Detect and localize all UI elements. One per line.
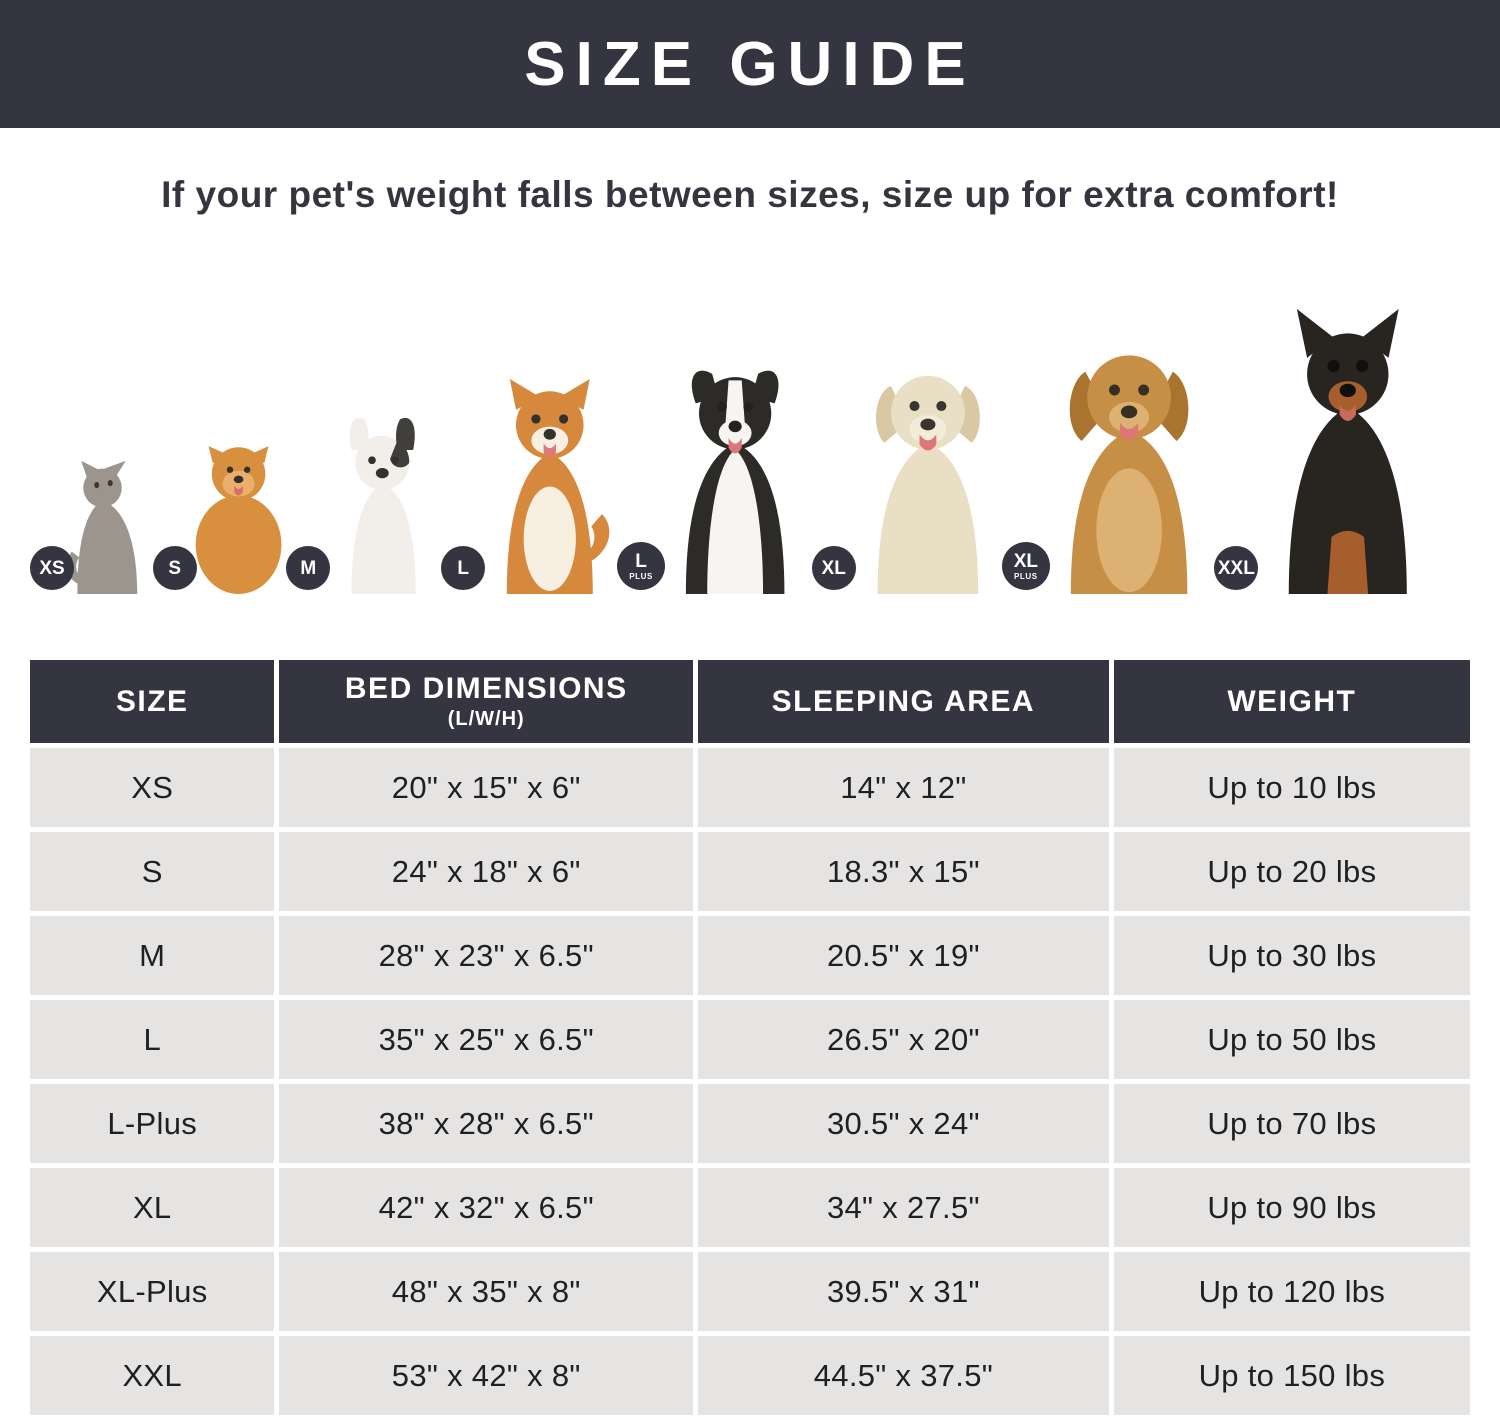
size-badge-s: S [152, 546, 197, 590]
pet-cat: XS [30, 459, 158, 594]
pet-border-collie: L PLUS [617, 364, 817, 594]
cell-sleeping-area: 26.5" x 20" [698, 1000, 1109, 1079]
cell-size: XXL [30, 1336, 275, 1415]
pomeranian-image [195, 446, 282, 594]
cell-size: L-Plus [30, 1084, 275, 1163]
cell-size: XL [30, 1168, 275, 1247]
size-guide-table: SIZE BED DIMENSIONS (L/W/H) SLEEPING ARE… [30, 660, 1470, 1415]
border-collie-image [685, 370, 785, 594]
cell-size: XL-Plus [30, 1252, 275, 1331]
pet-pomeranian: S [152, 444, 292, 594]
cat-image [67, 460, 138, 594]
size-badge-label: L [457, 557, 469, 579]
cell-weight: Up to 30 lbs [1113, 916, 1470, 995]
cell-size: S [30, 832, 275, 911]
column-header-bed-dimensions: BED DIMENSIONS (L/W/H) [279, 660, 694, 743]
page-title: SIZE GUIDE [524, 29, 976, 99]
cell-weight: Up to 120 lbs [1113, 1252, 1470, 1331]
golden-retriever-image [1069, 355, 1189, 594]
cell-sleeping-area: 39.5" x 31" [698, 1252, 1109, 1331]
column-header-size: SIZE [30, 660, 275, 743]
french-bulldog-image [350, 417, 416, 594]
cell-sleeping-area: 44.5" x 37.5" [698, 1336, 1109, 1415]
cell-size: L [30, 1000, 275, 1079]
size-badge-label: XS [39, 557, 65, 579]
size-badge-label: S [168, 557, 182, 579]
cell-sleeping-area: 20.5" x 19" [698, 916, 1109, 995]
size-badge-label: L [635, 550, 647, 572]
cell-weight: Up to 70 lbs [1113, 1084, 1470, 1163]
column-header-weight: WEIGHT [1113, 660, 1470, 743]
cell-sleeping-area: 14" x 12" [698, 748, 1109, 827]
cell-bed-dimensions: 48" x 35" x 8" [279, 1252, 694, 1331]
cell-weight: Up to 10 lbs [1113, 748, 1470, 827]
size-badge-xl: XL [811, 546, 856, 590]
cell-bed-dimensions: 53" x 42" x 8" [279, 1336, 694, 1415]
size-badge-xs: XS [30, 546, 74, 590]
cell-weight: Up to 20 lbs [1113, 832, 1470, 911]
title-banner: SIZE GUIDE [0, 0, 1500, 128]
cell-sleeping-area: 34" x 27.5" [698, 1168, 1109, 1247]
cell-bed-dimensions: 20" x 15" x 6" [279, 748, 694, 827]
size-badge-xxl: XXL [1214, 546, 1259, 590]
shiba-inu-image [506, 379, 610, 594]
size-badge-l: L [441, 546, 486, 590]
cell-bed-dimensions: 38" x 28" x 6.5" [279, 1084, 694, 1163]
labrador-image [875, 375, 980, 594]
cell-weight: Up to 150 lbs [1113, 1336, 1470, 1415]
column-header-label: WEIGHT [1227, 684, 1357, 718]
size-badge-label: XL [821, 557, 846, 579]
size-badge-label: XL [1013, 550, 1039, 572]
pet-doberman: XXL [1214, 309, 1450, 594]
cell-bed-dimensions: 28" x 23" x 6.5" [279, 916, 694, 995]
column-header-label: BED DIMENSIONS [344, 672, 628, 705]
size-badge-label: XXL [1217, 557, 1255, 579]
cell-weight: Up to 50 lbs [1113, 1000, 1470, 1079]
cell-weight: Up to 90 lbs [1113, 1168, 1470, 1247]
pet-golden-retriever: XL PLUS [1001, 339, 1220, 594]
cell-sleeping-area: 18.3" x 15" [698, 832, 1109, 911]
pet-shiba-inu: L [441, 379, 627, 594]
size-badge-label: M [300, 557, 317, 579]
column-header-sub-label: (L/W/H) [447, 708, 525, 730]
pet-labrador: XL [811, 359, 1012, 594]
cell-bed-dimensions: 42" x 32" x 6.5" [279, 1168, 694, 1247]
cell-size: XS [30, 748, 275, 827]
size-badge-m: M [286, 546, 331, 590]
cell-bed-dimensions: 35" x 25" x 6.5" [279, 1000, 694, 1079]
sizing-tip-text: If your pet's weight falls between sizes… [161, 174, 1339, 215]
cell-bed-dimensions: 24" x 18" x 6" [279, 832, 694, 911]
doberman-image [1289, 309, 1408, 594]
column-header-label: SIZE [115, 684, 189, 718]
size-badge-sub-label: PLUS [1014, 571, 1038, 581]
pet-size-comparison-row: XS S [30, 302, 1450, 594]
size-badge-sub-label: PLUS [629, 571, 653, 581]
column-header-sleeping-area: SLEEPING AREA [698, 660, 1109, 743]
cell-size: M [30, 916, 275, 995]
size-badge-xl-plus: XL PLUS [1001, 542, 1050, 590]
size-badge-l-plus: L PLUS [617, 542, 666, 590]
pet-french-bulldog: M [286, 414, 447, 594]
column-header-label: SLEEPING AREA [771, 684, 1036, 718]
cell-sleeping-area: 30.5" x 24" [698, 1084, 1109, 1163]
